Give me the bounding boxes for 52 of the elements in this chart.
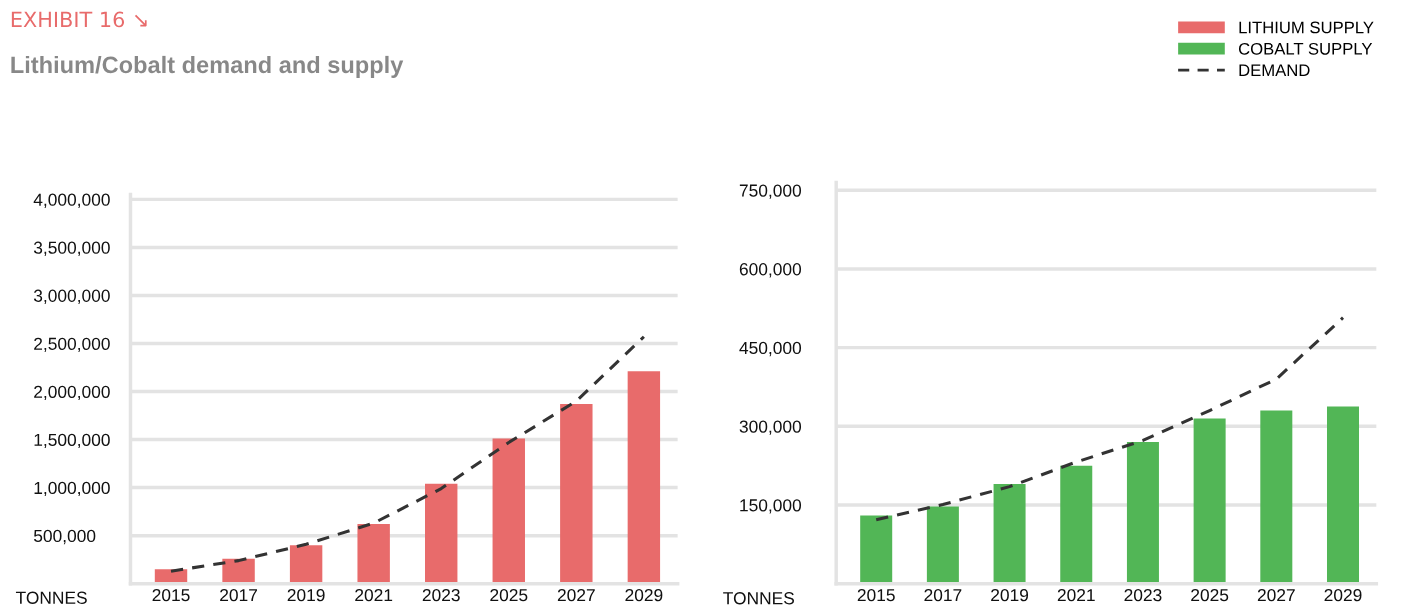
- line-series: [874, 316, 1345, 522]
- chart-subtitle: Lithium/Cobalt demand and supply: [11, 55, 404, 78]
- bar: [289, 545, 323, 584]
- x-tick-label: 2025: [490, 589, 528, 602]
- x-tick-label: 2019: [991, 589, 1029, 602]
- x-tick-label: 2025: [1191, 589, 1229, 602]
- y-tick-label: 150,000: [740, 499, 802, 514]
- bar: [1260, 410, 1293, 584]
- y-tick-label: 450,000: [739, 341, 802, 357]
- x-tick-label: 2015: [857, 589, 895, 602]
- y-tick-label: 500,000: [33, 529, 96, 545]
- x-tick-label: 2017: [220, 589, 257, 602]
- bar: [560, 404, 593, 584]
- x-tick-label: 2021: [1057, 589, 1095, 602]
- x-tick-label: 2017: [924, 589, 962, 602]
- bar: [627, 371, 661, 584]
- x-tick-label: 2027: [1257, 589, 1295, 602]
- y-tick-label: 600,000: [739, 263, 802, 278]
- x-tick-label: 2023: [1124, 589, 1162, 602]
- y-tick-label: 2,500,000: [34, 337, 110, 352]
- bar: [492, 438, 525, 584]
- y-tick-label: 300,000: [739, 420, 802, 435]
- y-tick-label: 2,000,000: [34, 385, 110, 401]
- line-series: [169, 335, 646, 573]
- y-tick-label: 750,000: [739, 184, 802, 199]
- bar: [425, 483, 458, 584]
- x-tick-label: 2021: [355, 589, 393, 602]
- x-tick-label: 2023: [422, 589, 460, 602]
- x-tick-label: 2029: [1324, 589, 1362, 602]
- bar: [1193, 418, 1226, 584]
- y-tick-label: 1,000,000: [34, 481, 110, 497]
- legend-label: DEMAND: [1239, 64, 1310, 76]
- x-tick-label: 2015: [152, 589, 190, 602]
- bar: [860, 515, 893, 584]
- y-tick-label: 4,000,000: [33, 193, 110, 208]
- y-tick-label: 3,500,000: [33, 241, 110, 256]
- y-axis-title: TONNES: [15, 591, 87, 604]
- bar: [926, 506, 959, 584]
- y-tick-label: 3,000,000: [33, 289, 110, 304]
- bar: [1327, 406, 1359, 584]
- legend-label: LITHIUM SUPPLY: [1239, 21, 1374, 34]
- x-tick-label: 2027: [557, 589, 595, 602]
- x-tick-label: 2019: [287, 589, 325, 602]
- bar: [1060, 465, 1093, 584]
- bar: [1126, 442, 1159, 584]
- legend-label: COBALT SUPPLY: [1238, 42, 1373, 55]
- y-tick-label: 1,500,000: [34, 433, 110, 449]
- bar: [993, 484, 1026, 584]
- x-tick-label: 2029: [625, 589, 663, 602]
- y-axis-title: TONNES: [723, 592, 794, 605]
- chart-title: EXHIBIT 16 ↘: [11, 11, 147, 28]
- bar: [357, 524, 390, 584]
